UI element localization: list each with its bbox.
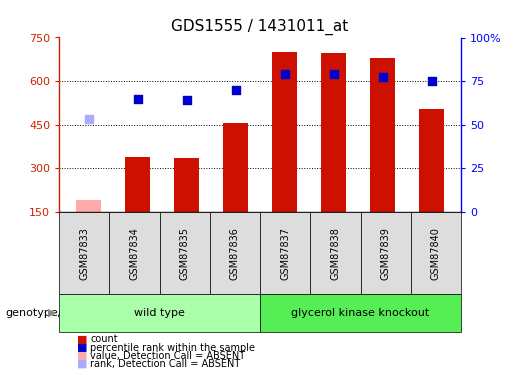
Text: ▶: ▶ — [48, 308, 57, 318]
Text: ■: ■ — [77, 351, 88, 361]
Title: GDS1555 / 1431011_at: GDS1555 / 1431011_at — [171, 18, 349, 35]
Text: GSM87839: GSM87839 — [381, 226, 390, 280]
Bar — [321, 54, 346, 212]
Text: genotype/variation: genotype/variation — [5, 308, 111, 318]
Text: GSM87838: GSM87838 — [331, 226, 340, 280]
Point — [84, 116, 93, 122]
Text: ■: ■ — [77, 334, 88, 344]
Text: ■: ■ — [77, 359, 88, 369]
Text: GSM87833: GSM87833 — [79, 226, 89, 280]
Point — [231, 87, 239, 93]
Bar — [175, 158, 199, 212]
Bar — [125, 157, 150, 212]
Bar — [272, 52, 297, 212]
Bar — [370, 58, 395, 212]
Bar — [224, 123, 248, 212]
Text: GSM87837: GSM87837 — [280, 226, 290, 280]
Text: percentile rank within the sample: percentile rank within the sample — [90, 343, 255, 352]
Text: GSM87840: GSM87840 — [431, 226, 441, 280]
Point — [281, 71, 289, 77]
Text: GSM87835: GSM87835 — [180, 226, 190, 280]
Bar — [419, 109, 444, 212]
Point — [133, 96, 142, 102]
Point — [379, 74, 387, 80]
Text: wild type: wild type — [134, 308, 185, 318]
Text: count: count — [90, 334, 118, 344]
Point — [182, 97, 191, 103]
Text: rank, Detection Call = ABSENT: rank, Detection Call = ABSENT — [90, 359, 241, 369]
Point — [427, 78, 436, 84]
Text: glycerol kinase knockout: glycerol kinase knockout — [291, 308, 430, 318]
Point — [330, 71, 338, 77]
Bar — [76, 200, 101, 212]
Text: value, Detection Call = ABSENT: value, Detection Call = ABSENT — [90, 351, 245, 361]
Text: GSM87834: GSM87834 — [130, 226, 140, 280]
Text: ■: ■ — [77, 343, 88, 352]
Text: GSM87836: GSM87836 — [230, 226, 240, 280]
